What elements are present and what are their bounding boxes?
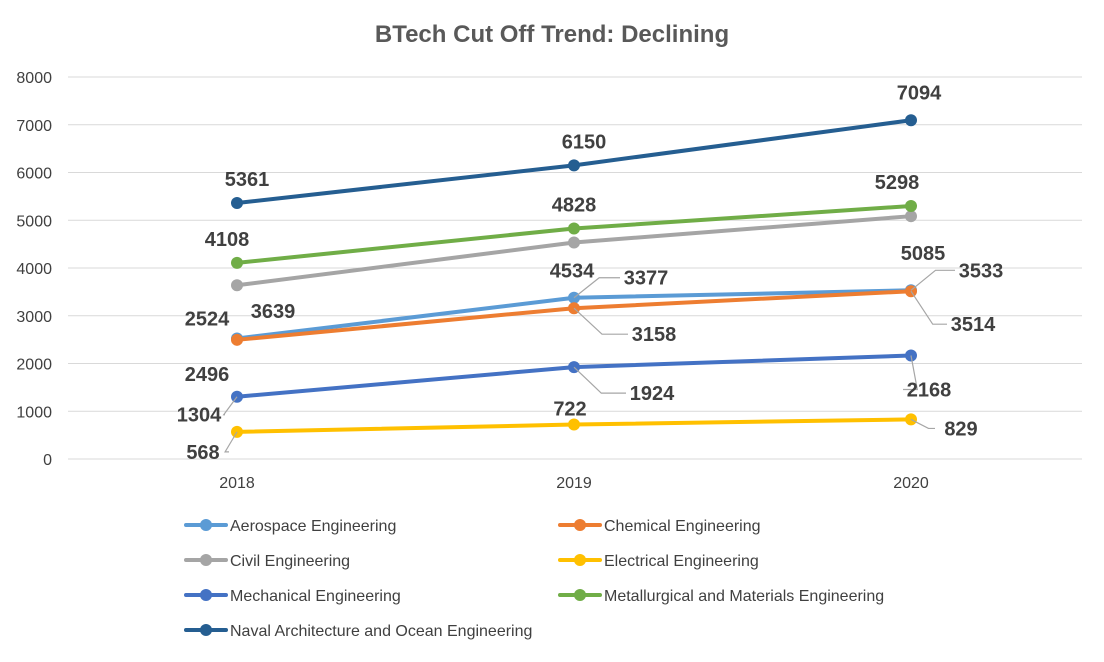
legend-item: Civil Engineering [184,553,350,570]
data-label-leader [573,277,620,299]
data-label: 2496 [185,364,230,386]
data-label: 4828 [552,194,597,216]
label-layer: 2524 3377 3533 2496 3158 3514 3639 4534 5085 568 7… [177,82,1004,464]
data-point [568,159,580,172]
data-label: 2168 [907,379,952,401]
y-tick-label: 8000 [16,70,52,87]
y-tick-label: 0 [43,452,52,469]
data-point [568,222,580,235]
y-tick-label: 4000 [16,261,52,278]
data-label-leader [224,431,238,453]
y-tick-label: 7000 [16,118,52,135]
legend-label: Naval Architecture and Ocean Engineering [230,623,532,640]
data-label: 5298 [875,172,920,194]
data-label-leader [910,418,935,430]
x-tick-label: 2019 [556,475,592,492]
x-tick-label: 2018 [219,475,255,492]
legend-item: Metallurgical and Materials Engineering [558,588,884,605]
legend-item: Chemical Engineering [558,518,761,535]
y-tick-label: 1000 [16,404,52,421]
data-label: 3377 [624,268,669,290]
legend-label: Civil Engineering [230,553,350,570]
data-label: 4108 [205,229,250,251]
legend-marker [200,589,212,601]
data-label: 3639 [251,301,296,323]
data-label: 2524 [185,308,230,330]
data-point [905,210,917,223]
data-label: 6150 [562,131,607,153]
legend-item: Electrical Engineering [558,553,759,570]
legend-marker [200,624,212,636]
data-label: 3158 [632,324,677,346]
data-label: 7094 [897,82,942,104]
legend-marker [200,519,212,531]
data-label-leader [573,366,626,394]
axis-layer: 0 1000 2000 3000 4000 5000 6000 7000 8000 2018 201… [16,70,928,492]
y-tick-label: 2000 [16,357,52,374]
data-point [231,279,243,292]
data-point [905,200,917,213]
data-point [905,114,917,127]
legend-item: Mechanical Engineering [184,588,401,605]
x-tick-label: 2020 [893,475,929,492]
y-tick-label: 5000 [16,213,52,230]
legend-item: Naval Architecture and Ocean Engineering [184,623,532,640]
legend-label: Electrical Engineering [604,553,759,570]
legend: Aerospace Engineering Chemical Engineerin… [184,518,884,640]
data-label: 722 [553,399,586,421]
data-label-leader [573,307,628,335]
y-tick-label: 3000 [16,309,52,326]
y-tick-label: 6000 [16,166,52,183]
data-label-leader [910,290,947,325]
chart-title: BTech Cut Off Trend: Declining [375,21,729,48]
data-point [231,256,243,269]
data-label: 5085 [901,243,946,265]
legend-label: Chemical Engineering [604,518,761,535]
data-label: 4534 [550,261,595,283]
legend-marker [574,519,586,531]
data-label: 1924 [630,383,675,405]
legend-label: Mechanical Engineering [230,588,401,605]
data-label: 3514 [951,314,996,336]
data-label: 3533 [959,260,1004,282]
data-point [231,197,243,210]
legend-label: Metallurgical and Materials Engineering [604,588,884,605]
legend-label: Aerospace Engineering [230,518,396,535]
data-label: 5361 [225,169,270,191]
legend-item: Aerospace Engineering [184,518,396,535]
legend-marker [574,554,586,566]
data-point [568,236,580,249]
data-label: 568 [186,442,219,464]
legend-marker [200,554,212,566]
data-label-leader [903,355,919,391]
data-point [568,418,580,431]
data-label: 1304 [177,405,222,427]
legend-marker [574,589,586,601]
data-label-leader [222,396,238,416]
data-label-leader [910,269,955,291]
data-point [231,333,243,346]
data-label: 829 [944,418,977,440]
